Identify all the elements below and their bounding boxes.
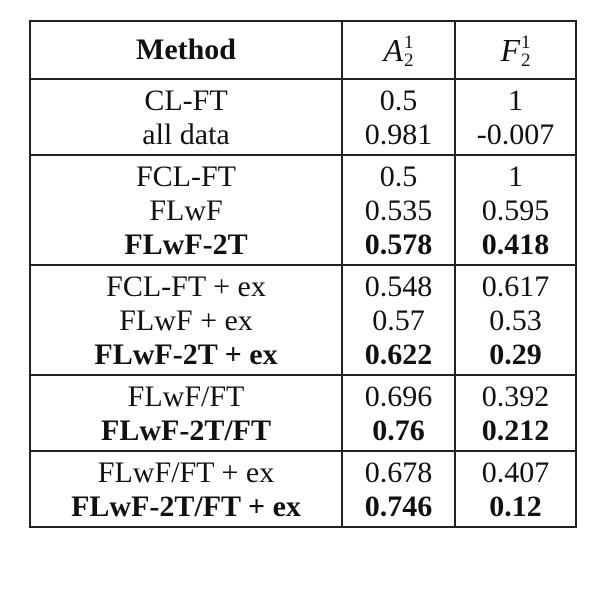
table-row: FCL-FT + ex 0.548 0.617 bbox=[29, 264, 577, 304]
forgetting-superscript: 1 bbox=[521, 31, 531, 53]
row-group: FCL-FT 0.5 1 FLwF 0.535 0.595 FLwF-2T 0.578 0.41… bbox=[29, 154, 577, 266]
accuracy-cell: 0.5 bbox=[341, 78, 456, 118]
accuracy-cell: 0.622 bbox=[341, 338, 456, 376]
accuracy-cell: 0.578 bbox=[341, 228, 456, 266]
forgetting-cell: 0.53 bbox=[454, 304, 577, 338]
row-group: FCL-FT + ex 0.548 0.617 FLwF + ex 0.57 0.53 FL… bbox=[29, 264, 577, 376]
accuracy-cell: 0.548 bbox=[341, 264, 456, 304]
forgetting-cell: 0.392 bbox=[454, 374, 577, 414]
method-cell: FLwF + ex bbox=[29, 304, 343, 338]
accuracy-cell: 0.57 bbox=[341, 304, 456, 338]
table-row: FLwF-2T 0.578 0.418 bbox=[29, 228, 577, 266]
table-row: FCL-FT 0.5 1 bbox=[29, 154, 577, 194]
method-column-header: Method bbox=[29, 20, 343, 80]
forgetting-cell: 1 bbox=[454, 78, 577, 118]
forgetting-cell: 1 bbox=[454, 154, 577, 194]
row-group: FLwF/FT 0.696 0.392 FLwF-2T/FT 0.76 0.212 bbox=[29, 374, 577, 452]
method-cell: FLwF-2T/FT bbox=[29, 414, 343, 452]
accuracy-superscript: 1 bbox=[404, 31, 414, 53]
forgetting-cell: 0.212 bbox=[454, 414, 577, 452]
method-cell: all data bbox=[29, 118, 343, 156]
forgetting-cell: 0.595 bbox=[454, 194, 577, 228]
accuracy-cell: 0.535 bbox=[341, 194, 456, 228]
table-row: FLwF/FT + ex 0.678 0.407 bbox=[29, 450, 577, 490]
accuracy-cell: 0.746 bbox=[341, 490, 456, 528]
method-cell: FLwF/FT bbox=[29, 374, 343, 414]
method-cell: FLwF-2T + ex bbox=[29, 338, 343, 376]
table-row: all data 0.981 -0.007 bbox=[29, 118, 577, 156]
row-group: FLwF/FT + ex 0.678 0.407 FLwF-2T/FT + ex 0.7… bbox=[29, 450, 577, 528]
table-row: FLwF-2T/FT + ex 0.746 0.12 bbox=[29, 490, 577, 528]
accuracy-cell: 0.76 bbox=[341, 414, 456, 452]
table-row: CL-FT 0.5 1 bbox=[29, 78, 577, 118]
forgetting-subscript: 2 bbox=[521, 49, 531, 71]
forgetting-cell: 0.617 bbox=[454, 264, 577, 304]
row-group: CL-FT 0.5 1 all data 0.981 -0.007 bbox=[29, 78, 577, 156]
table-row: FLwF-2T/FT 0.76 0.212 bbox=[29, 414, 577, 452]
table-row: FLwF-2T + ex 0.622 0.29 bbox=[29, 338, 577, 376]
method-cell: FLwF bbox=[29, 194, 343, 228]
forgetting-cell: -0.007 bbox=[454, 118, 577, 156]
table-row: FLwF 0.535 0.595 bbox=[29, 194, 577, 228]
accuracy-subscript: 2 bbox=[404, 49, 414, 71]
method-cell: FCL-FT bbox=[29, 154, 343, 194]
table-row: FLwF + ex 0.57 0.53 bbox=[29, 304, 577, 338]
forgetting-cell: 0.29 bbox=[454, 338, 577, 376]
method-cell: FLwF-2T bbox=[29, 228, 343, 266]
method-cell: FLwF/FT + ex bbox=[29, 450, 343, 490]
accuracy-symbol: A bbox=[383, 32, 404, 68]
method-cell: FCL-FT + ex bbox=[29, 264, 343, 304]
accuracy-cell: 0.696 bbox=[341, 374, 456, 414]
forgetting-cell: 0.12 bbox=[454, 490, 577, 528]
method-cell: FLwF-2T/FT + ex bbox=[29, 490, 343, 528]
accuracy-cell: 0.5 bbox=[341, 154, 456, 194]
method-cell: CL-FT bbox=[29, 78, 343, 118]
forgetting-symbol: F bbox=[500, 32, 521, 68]
accuracy-cell: 0.678 bbox=[341, 450, 456, 490]
accuracy-cell: 0.981 bbox=[341, 118, 456, 156]
forgetting-cell: 0.407 bbox=[454, 450, 577, 490]
table-row: FLwF/FT 0.696 0.392 bbox=[29, 374, 577, 414]
forgetting-cell: 0.418 bbox=[454, 228, 577, 266]
